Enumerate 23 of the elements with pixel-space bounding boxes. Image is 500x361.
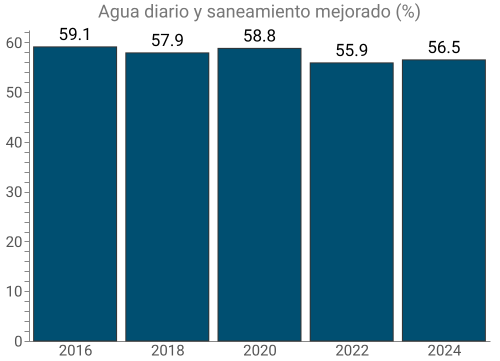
y-tick-label: 0	[14, 332, 22, 350]
y-tick-label: 60	[6, 34, 22, 52]
data-label: 58.8	[242, 26, 276, 46]
bar	[402, 59, 486, 342]
x-tick-label: 2016	[58, 342, 92, 360]
data-label: 57.9	[150, 30, 184, 51]
y-tick-label: 20	[6, 232, 22, 251]
y-tick-label: 50	[6, 84, 22, 102]
y-tick-label: 10	[6, 282, 22, 301]
x-tick-label: 2022	[335, 342, 370, 360]
bar	[33, 46, 118, 342]
data-label: 55.9	[335, 40, 368, 61]
y-tick-label: 40	[6, 133, 22, 152]
x-tick-label: 2018	[150, 342, 185, 360]
data-label: 56.5	[427, 38, 460, 58]
bar	[218, 48, 302, 342]
bar	[310, 62, 394, 342]
x-tick-label: 2024	[428, 342, 462, 360]
bar	[125, 52, 210, 342]
chart-title: Agua diario y saneamiento mejorado (%)	[98, 1, 421, 22]
y-tick-label: 30	[6, 183, 22, 202]
x-tick-label: 2020	[243, 342, 277, 360]
data-label: 59.1	[58, 24, 92, 45]
